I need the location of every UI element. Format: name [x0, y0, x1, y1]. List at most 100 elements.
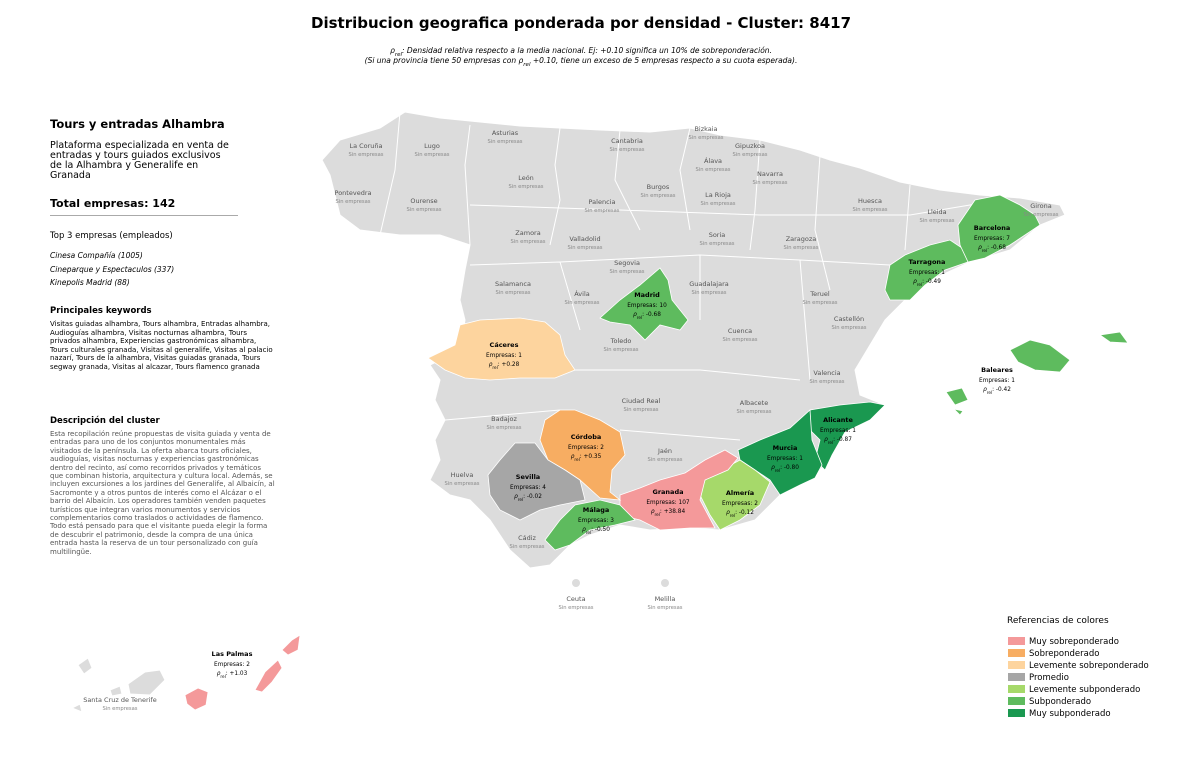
province-status: Sin empresas	[508, 184, 543, 190]
legend-swatch	[1008, 685, 1025, 693]
province-status: Sin empresas	[1023, 212, 1058, 218]
province-name: Ávila	[574, 289, 590, 298]
rho-value: : -0.42	[992, 387, 1011, 393]
legend-label: Sobreponderado	[1029, 649, 1099, 659]
province-status: Sin empresas	[919, 218, 954, 224]
province-status: Sin empresas	[688, 135, 723, 141]
province-status: Sin empresas	[603, 347, 638, 353]
province-name: Salamanca	[495, 280, 531, 288]
province-status: Sin empresas	[335, 199, 370, 205]
province-shape	[427, 317, 576, 381]
rho-sub: rel	[492, 365, 497, 370]
province-status: Sin empresas	[102, 706, 137, 712]
rho-symbol: ρ	[582, 527, 586, 533]
province-status: Sin empresas	[722, 337, 757, 343]
rho-sub: rel	[917, 282, 922, 287]
island	[127, 669, 166, 696]
top-list: Cinesa Compañía (1005) Cineparque y Espec…	[50, 249, 174, 290]
rho-value: : +0.28	[498, 362, 520, 368]
legend-title: Referencias de colores	[1007, 616, 1109, 626]
province-rho: ρrel: -0.68	[978, 245, 1006, 253]
divider	[50, 215, 238, 216]
province-name: León	[518, 174, 534, 182]
province-name: Zaragoza	[786, 235, 817, 243]
province-shape	[809, 401, 886, 471]
province-status: Sin empresas	[414, 152, 449, 158]
province-borders	[379, 111, 1001, 441]
province-shape	[619, 449, 739, 531]
province-count: Empresas: 1	[820, 428, 856, 434]
legend-swatch	[1008, 649, 1025, 657]
province-count: Empresas: 1	[486, 353, 522, 359]
keywords-heading: Principales keywords	[50, 306, 152, 316]
province-name: Lleida	[927, 208, 946, 216]
rho-value: : +0.35	[580, 454, 602, 460]
province-status: Sin empresas	[752, 180, 787, 186]
enclave	[572, 579, 580, 587]
province-status: Sin empresas	[406, 207, 441, 213]
rho-symbol: ρ	[978, 245, 982, 251]
rho-value: : -0.68	[642, 312, 661, 318]
rho-symbol: ρ	[217, 671, 221, 677]
province-count: Empresas: 1	[767, 456, 803, 462]
province-rho: ρrel: +0.28	[489, 362, 520, 370]
province-shape	[599, 267, 689, 341]
province-status: Sin empresas	[510, 239, 545, 245]
province-name: Córdoba	[571, 433, 602, 441]
province-count: Empresas: 1	[979, 378, 1015, 384]
province-rho: ρrel: -0.80	[771, 465, 799, 473]
province-name: Guadalajara	[689, 280, 728, 288]
island	[77, 657, 93, 675]
province-name: Almería	[726, 489, 754, 497]
province-name: Tarragona	[909, 258, 946, 266]
island	[109, 685, 123, 697]
province-name: Baleares	[981, 366, 1013, 374]
rho-sub: rel	[982, 248, 987, 253]
provinces	[70, 194, 1129, 713]
province-rho: ρrel: -0.87	[824, 437, 852, 445]
province-status: Sin empresas	[567, 245, 602, 251]
rho-symbol: ρ	[726, 510, 730, 516]
subtitle-part: +0.10, tiene un exceso de 5 empresas res…	[530, 56, 797, 65]
province-status: Sin empresas	[736, 409, 771, 415]
rho-sub: rel	[987, 390, 992, 395]
province-status: Sin empresas	[640, 193, 675, 199]
legend-swatch	[1008, 673, 1025, 681]
province-name: Álava	[704, 156, 722, 165]
province-count: Empresas: 2	[568, 445, 604, 451]
top-company: Kinepolis Madrid (88)	[50, 278, 130, 287]
rho-sub: rel	[828, 440, 833, 445]
title: Distribucion geografica ponderada por de…	[311, 14, 851, 32]
province-status: Sin empresas	[584, 208, 619, 214]
province-shape	[1098, 331, 1129, 344]
province-status: Sin empresas	[700, 201, 735, 207]
rho-value: : -0.12	[735, 510, 754, 516]
province-rho: ρrel: +38.84	[651, 509, 686, 517]
province-name: Teruel	[809, 290, 830, 298]
rho-symbol: ρ	[913, 279, 917, 285]
province-status: Sin empresas	[564, 300, 599, 306]
province-name: Soria	[709, 231, 726, 239]
province-name: Navarra	[757, 170, 783, 178]
rho-sub: rel	[730, 513, 735, 518]
province-name: Gipuzkoa	[735, 142, 765, 150]
province-shape	[1009, 339, 1071, 373]
province-status: Sin empresas	[691, 290, 726, 296]
province-status: Sin empresas	[809, 379, 844, 385]
legend-swatch	[1008, 697, 1025, 705]
province-status: Sin empresas	[509, 544, 544, 550]
island	[70, 703, 83, 713]
province-name: Cáceres	[490, 341, 519, 349]
province-shape	[254, 659, 283, 693]
province-status: Sin empresas	[558, 605, 593, 611]
province-name: Valladolid	[569, 235, 600, 243]
province-rho: ρrel: -0.50	[582, 527, 610, 535]
province-name: Albacete	[740, 399, 768, 407]
province-rho: ρrel: -0.12	[726, 510, 754, 518]
top-company: Cinesa Compañía (1005)	[50, 251, 143, 260]
province-name: Bizkaia	[694, 125, 717, 133]
province-shape	[281, 634, 301, 656]
province-name: Pontevedra	[335, 189, 372, 197]
